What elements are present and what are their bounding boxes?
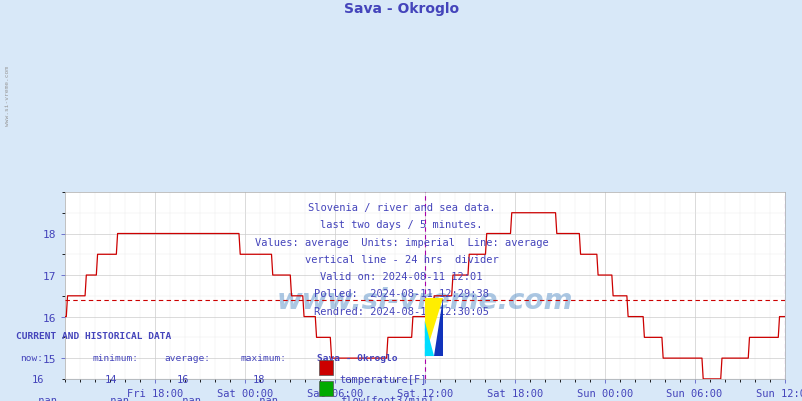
Text: Values: average  Units: imperial  Line: average: Values: average Units: imperial Line: av… <box>254 237 548 247</box>
Text: 16: 16 <box>176 374 189 384</box>
Text: www.si-vreme.com: www.si-vreme.com <box>276 287 573 315</box>
Text: 18: 18 <box>253 374 265 384</box>
Text: minimum:: minimum: <box>92 353 138 362</box>
Text: -nan: -nan <box>104 395 129 401</box>
Text: Slovenia / river and sea data.: Slovenia / river and sea data. <box>307 203 495 213</box>
Text: -nan: -nan <box>253 395 277 401</box>
Text: -nan: -nan <box>176 395 201 401</box>
Text: Sava - Okroglo: Sava - Okroglo <box>343 2 459 16</box>
Text: maximum:: maximum: <box>241 353 286 362</box>
Text: 16: 16 <box>32 374 45 384</box>
Text: Polled:  2024-08-11 12:29:38: Polled: 2024-08-11 12:29:38 <box>314 289 488 299</box>
Text: vertical line - 24 hrs  divider: vertical line - 24 hrs divider <box>304 254 498 264</box>
Text: flow[foot3/min]: flow[foot3/min] <box>339 395 433 401</box>
Text: average:: average: <box>164 353 210 362</box>
Text: www.si-vreme.com: www.si-vreme.com <box>5 66 10 126</box>
Text: last two days / 5 minutes.: last two days / 5 minutes. <box>320 220 482 230</box>
Text: 14: 14 <box>104 374 117 384</box>
Text: Valid on: 2024-08-11 12:01: Valid on: 2024-08-11 12:01 <box>320 271 482 282</box>
Text: Rendred: 2024-08-11 12:30:05: Rendred: 2024-08-11 12:30:05 <box>314 306 488 316</box>
Text: now:: now: <box>20 353 43 362</box>
Text: temperature[F]: temperature[F] <box>339 374 427 384</box>
Text: Sava - Okroglo: Sava - Okroglo <box>317 353 397 362</box>
Text: CURRENT AND HISTORICAL DATA: CURRENT AND HISTORICAL DATA <box>16 331 171 340</box>
Text: -nan: -nan <box>32 395 57 401</box>
